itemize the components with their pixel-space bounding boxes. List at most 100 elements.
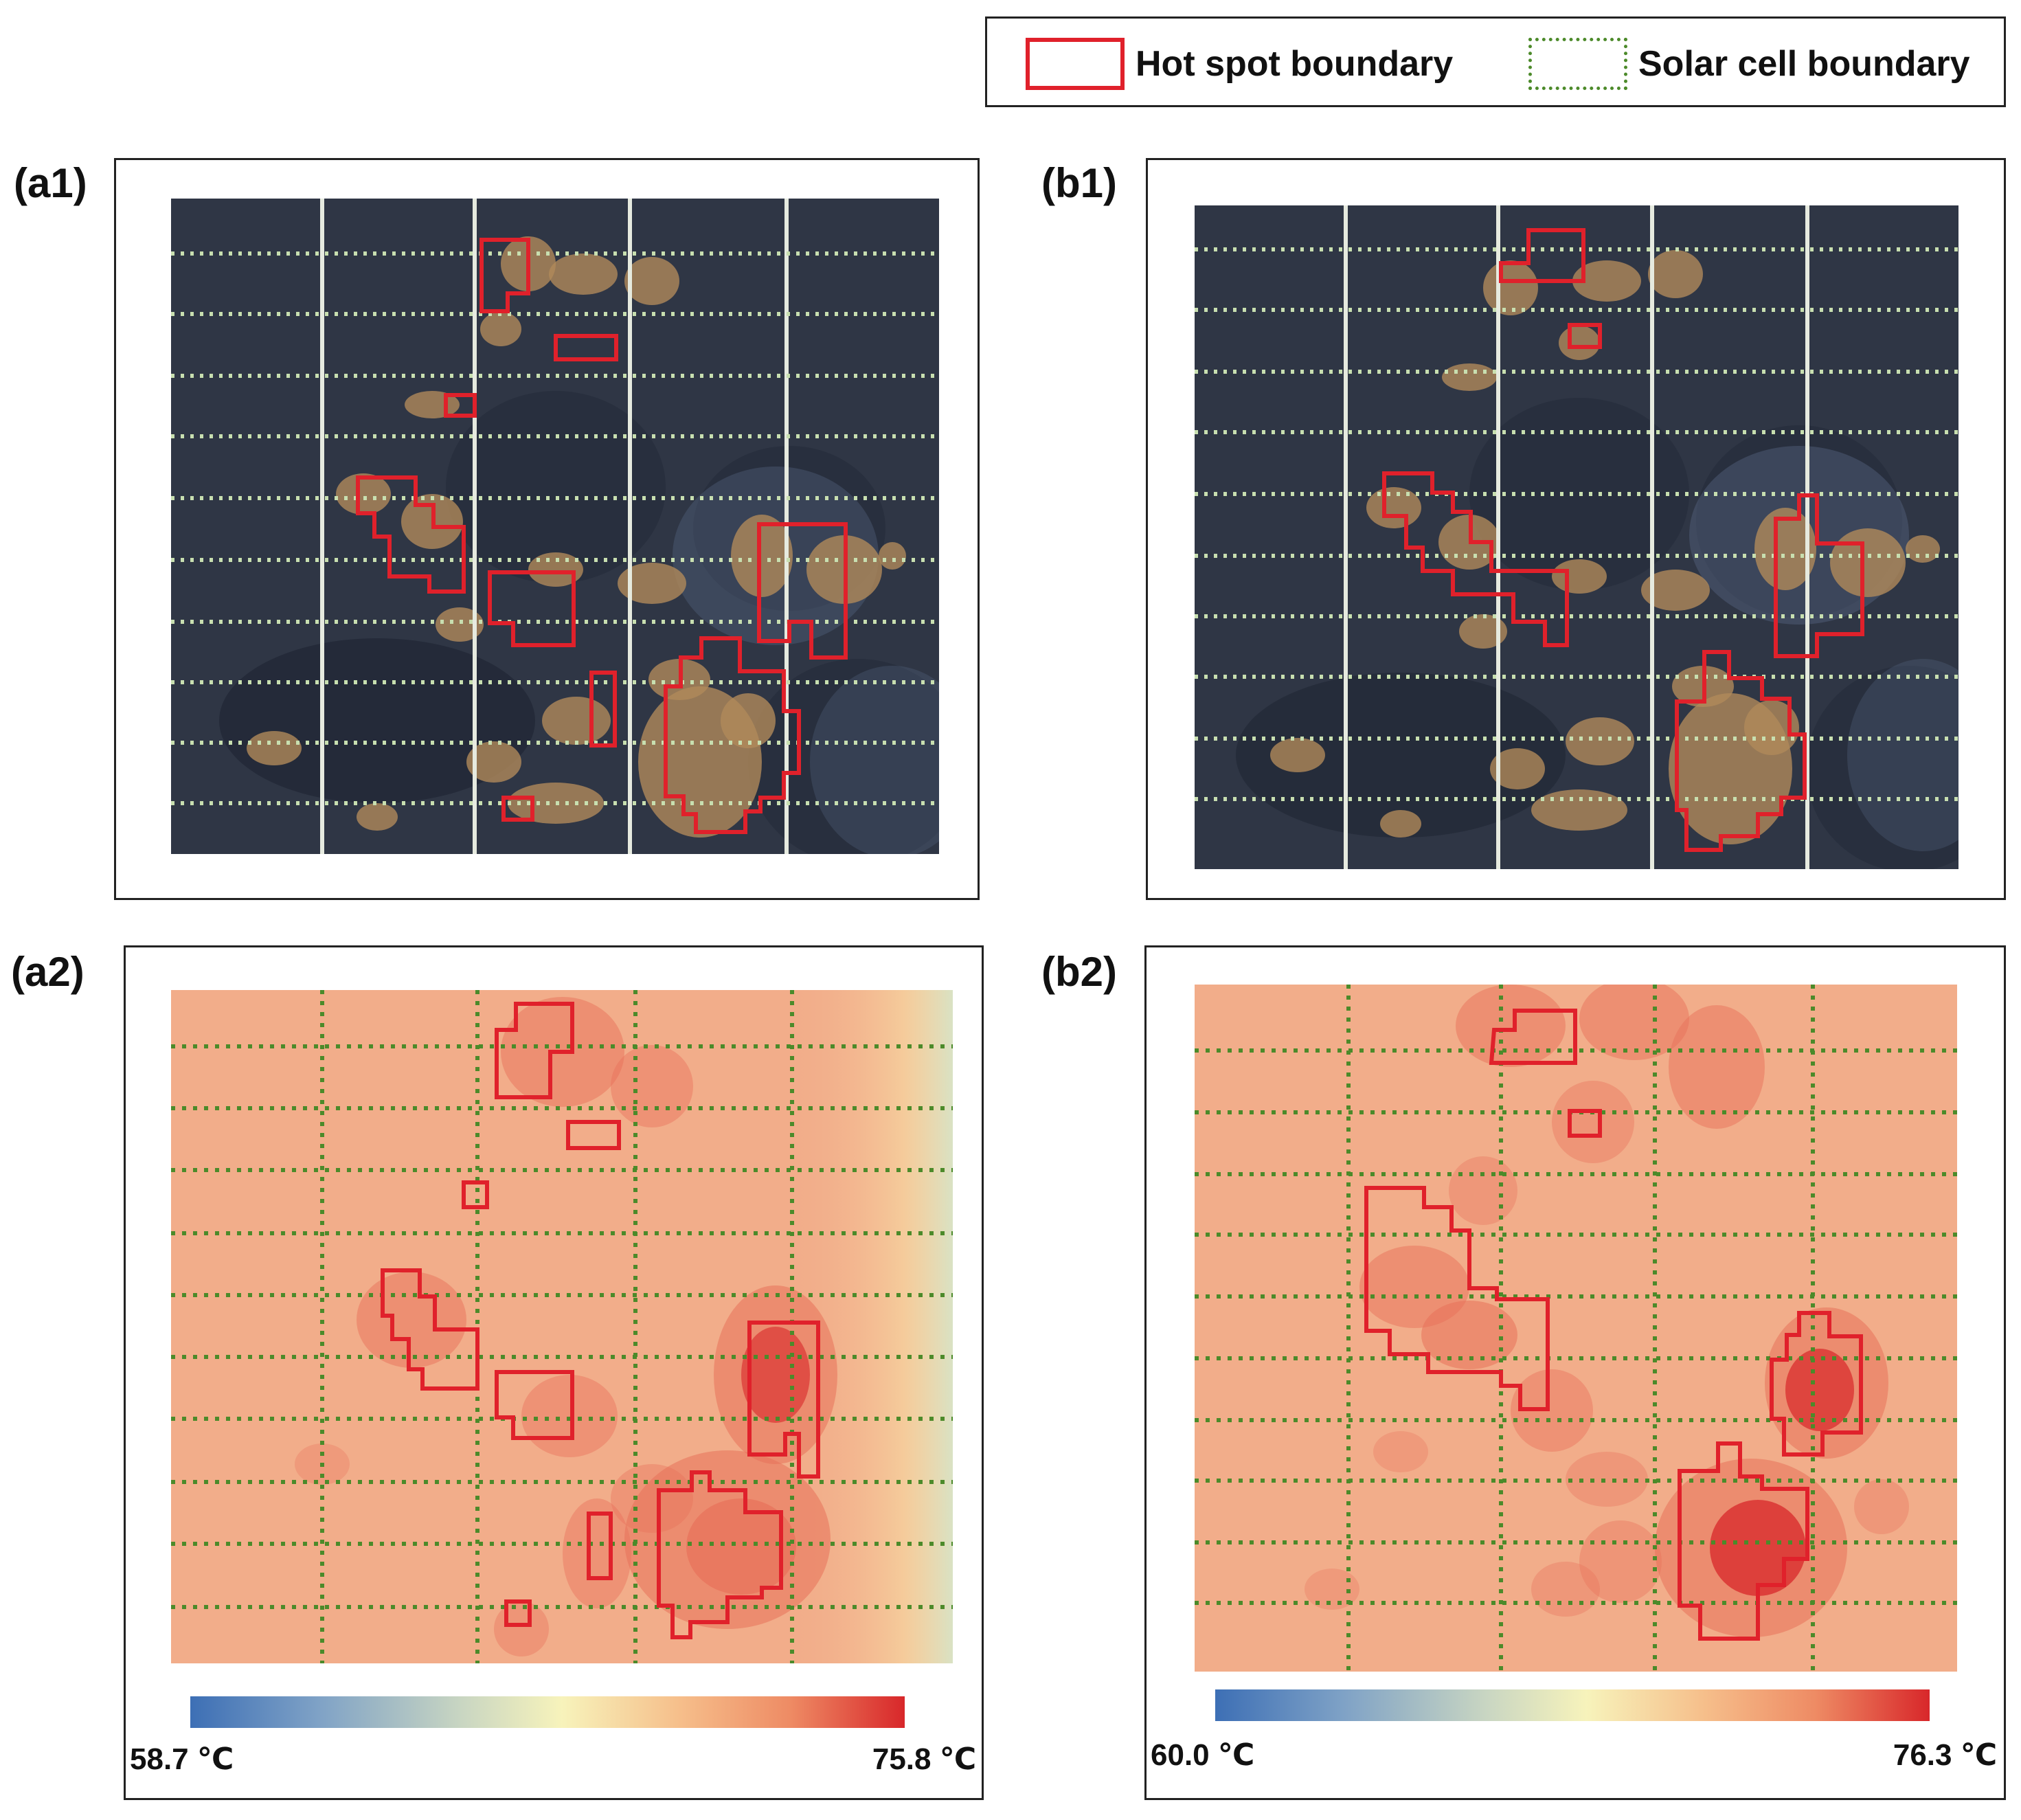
texture-blob [563,1498,631,1608]
hot-spot-boundary [1382,471,1569,647]
thermal-image-b2 [1195,985,1957,1672]
texture-blob [618,563,686,604]
texture-blob [1566,717,1634,765]
texture-blob [1270,738,1325,772]
texture-blob [1847,659,1958,851]
hot-spot-boundary [1675,650,1807,852]
legend-box: Hot spot boundary Solar cell boundary [985,16,2006,107]
hot-spot-boundary [495,1370,574,1440]
hot-spot-boundary [1499,228,1585,283]
colorbar-a2-min: 58.7 ℃ [130,1742,234,1776]
hot-spot-boundaries [1364,1009,1863,1641]
texture-blob [1572,260,1641,302]
texture-blob [1421,1301,1517,1369]
panel-a2-thermal: 58.7 ℃ 75.8 ℃ [124,945,984,1800]
texture-blob [1754,508,1816,590]
texture-blob [1236,673,1566,838]
hot-spot-boundary [1489,1009,1577,1065]
hot-spot-boundary [566,1120,621,1150]
busbar-lines [320,199,789,854]
texture-blob [1669,1005,1765,1129]
texture-blob [1648,250,1703,298]
solar-module-photo-a1 [171,199,939,854]
hot-spot-boundary [1364,1186,1550,1411]
texture-blob [1490,748,1545,789]
texture-blob [1559,326,1600,360]
texture-blob [1830,528,1906,597]
texture-blob [1854,1479,1909,1534]
solar-cell-grid [1195,247,1958,801]
colorbar-b2 [1215,1689,1930,1721]
texture-blob [1459,614,1507,649]
texture-blob [1449,1156,1517,1225]
hot-spot-boundary [747,1321,820,1479]
texture-blob [542,697,611,745]
texture-blob [1552,1081,1634,1163]
texture-blob [1511,1369,1593,1452]
hot-spot-boundary [554,334,618,361]
panel-tag-a2: (a2) [11,949,84,995]
texture-blob [1744,700,1799,755]
texture-blob [1373,1431,1428,1472]
panel-tag-a1: (a1) [14,160,87,206]
colorbar-a2-max: 75.8 ℃ [872,1742,976,1776]
solar-cell-grid [1195,985,1957,1672]
hot-spot-boundary [1678,1441,1809,1641]
colorbar-b2-min: 60.0 ℃ [1151,1738,1255,1772]
texture-blob [1305,1569,1359,1610]
hot-spot-boundary [757,522,848,660]
texture-blob [1710,1500,1806,1596]
panel-b1-visible [1146,158,2006,900]
texture-blob [1366,487,1421,528]
hot-spot-boundary [444,393,477,418]
texture-blob [528,552,583,587]
panel-a1-visible [114,158,980,900]
texture-blob [1442,363,1497,391]
panel-tag-b1: (b1) [1041,160,1117,206]
texture-blob [1531,1562,1600,1617]
panel-tag-b2: (b2) [1041,949,1117,995]
texture-blob [731,515,793,597]
texture-blob [1785,1349,1854,1431]
hot-spot-swatch [1026,38,1125,90]
hot-spot-boundary [479,238,530,313]
texture-blob [357,1272,466,1368]
overlay-a1 [171,199,939,854]
texture-blob [879,542,906,570]
overlay-b2 [1195,985,1957,1672]
hot-spot-boundary [587,1512,613,1580]
hot-spot-boundary [1568,1109,1602,1138]
texture-blob [611,1045,693,1127]
hot-spot-boundary [1774,493,1864,658]
texture-blob [357,803,398,831]
hot-spot-boundaries [1382,228,1864,852]
texture-blob [247,731,302,765]
texture-blob [1531,789,1627,831]
hot-spot-boundary [1770,1311,1863,1457]
hot-spot-boundary [381,1268,479,1391]
hot-spot-boundary [589,671,617,748]
hot-spot-boundary [488,570,576,647]
solar-cell-swatch [1528,38,1627,90]
texture-blob [721,693,776,748]
hot-spot-boundary [501,796,534,822]
hot-spot-boundary [657,1470,783,1639]
texture-blob [466,741,521,783]
solar-cell-grid [171,990,953,1663]
hot-spot-boundary [504,1599,532,1627]
texture-blob [686,1498,796,1595]
texture-blob [748,659,939,854]
texture-blob [1579,985,1689,1060]
hot-spot-legend-label: Hot spot boundary [1136,44,1454,84]
texture-blob [549,254,618,295]
texture-layer [247,236,906,838]
colorbar-b2-max: 76.3 ℃ [1893,1738,1997,1772]
texture-blob [1641,570,1710,611]
colorbar-a2 [190,1696,905,1728]
texture-blob [494,1602,549,1656]
hot-spot-boundary [462,1180,489,1209]
thermal-image-a2 [171,990,953,1663]
texture-blob [436,607,484,642]
texture-blob [1906,535,1940,563]
hot-spot-boundary [495,1002,574,1099]
